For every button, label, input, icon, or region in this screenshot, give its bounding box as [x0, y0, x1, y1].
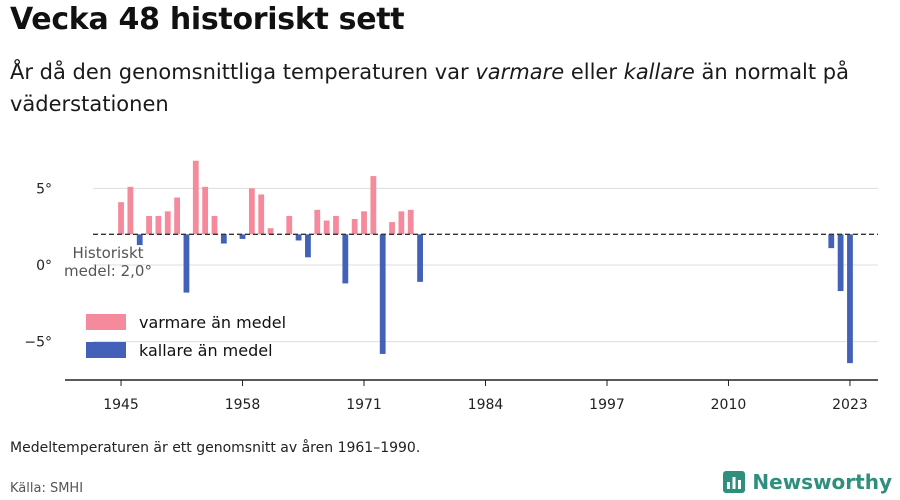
- chart-title: Vecka 48 historiskt sett: [10, 2, 405, 37]
- x-tick-label: 1958: [225, 397, 261, 413]
- footnote: Medeltemperaturen är ett genomsnitt av å…: [10, 440, 421, 456]
- baseline-label-line: Historiskt: [72, 244, 143, 262]
- bar: [342, 234, 349, 284]
- bar: [118, 202, 124, 235]
- baseline-label: Historiskt medel: 2,0°: [64, 244, 152, 280]
- y-tick-label: −5°: [24, 335, 52, 351]
- x-axis-ticks: 1945 1958 1971 1984 1997 2010 2023: [103, 380, 868, 413]
- bar: [127, 186, 134, 235]
- bar: [351, 219, 358, 235]
- bar: [286, 215, 293, 235]
- legend-swatch-warmer: [86, 314, 126, 330]
- bar: [837, 234, 844, 292]
- bar: [398, 211, 405, 235]
- bar: [174, 197, 181, 235]
- y-gridlines: [93, 187, 878, 343]
- y-axis-ticks: 5° 0° −5°: [24, 181, 52, 350]
- bar: [258, 194, 265, 235]
- bar: [361, 211, 367, 235]
- bar: [136, 234, 143, 246]
- bar: [295, 234, 302, 241]
- legend-label-warmer: varmare än medel: [139, 313, 286, 332]
- bar: [407, 209, 414, 235]
- bar: [333, 215, 339, 235]
- newsworthy-logo-icon: [723, 471, 746, 493]
- bar: [314, 209, 321, 235]
- subtitle-part: kallare: [623, 60, 695, 84]
- bar: [847, 234, 853, 364]
- bar: [146, 215, 152, 235]
- bar: [267, 228, 274, 235]
- y-tick-label: 5°: [36, 181, 52, 197]
- source-credit: Källa: SMHI: [10, 481, 84, 496]
- legend-swatch-colder: [86, 342, 126, 358]
- bars: [118, 160, 853, 364]
- subtitle-part: År då den genomsnittliga temperaturen va…: [10, 60, 476, 84]
- chart-subtitle: År då den genomsnittliga temperaturen va…: [10, 56, 870, 120]
- bar: [379, 234, 386, 354]
- bar: [155, 215, 162, 235]
- y-tick-label: 0°: [36, 258, 52, 274]
- bar: [164, 211, 171, 235]
- bar: [248, 188, 255, 235]
- baseline-label-line: medel: 2,0°: [64, 262, 152, 280]
- x-tick-label: 1945: [103, 397, 139, 413]
- subtitle-part: än normalt på väderstationen: [10, 60, 849, 116]
- bar: [305, 234, 311, 258]
- bar: [192, 160, 199, 235]
- legend: varmare än medel kallare än medel: [86, 313, 286, 360]
- subtitle-part: varmare: [475, 60, 565, 84]
- bar: [220, 234, 227, 244]
- bar: [323, 220, 330, 235]
- x-tick-label: 2023: [832, 397, 868, 413]
- bar: [370, 176, 377, 235]
- x-tick-label: 1984: [468, 397, 504, 413]
- baseline-label-text: Historiskt medel: 2,0°: [64, 244, 152, 280]
- bar: [183, 234, 190, 293]
- bar: [389, 222, 395, 235]
- subtitle-part: eller: [564, 60, 624, 84]
- bar: [239, 234, 246, 239]
- bar: [828, 234, 835, 249]
- bar: [417, 234, 423, 282]
- bar: [211, 215, 218, 235]
- x-tick-label: 1971: [346, 397, 382, 413]
- brand-logo[interactable]: Newsworthy: [722, 468, 892, 496]
- brand-name: Newsworthy: [752, 470, 892, 494]
- x-tick-label: 2010: [711, 397, 747, 413]
- bar: [202, 186, 209, 235]
- x-tick-label: 1997: [589, 397, 625, 413]
- legend-label-colder: kallare än medel: [139, 341, 273, 360]
